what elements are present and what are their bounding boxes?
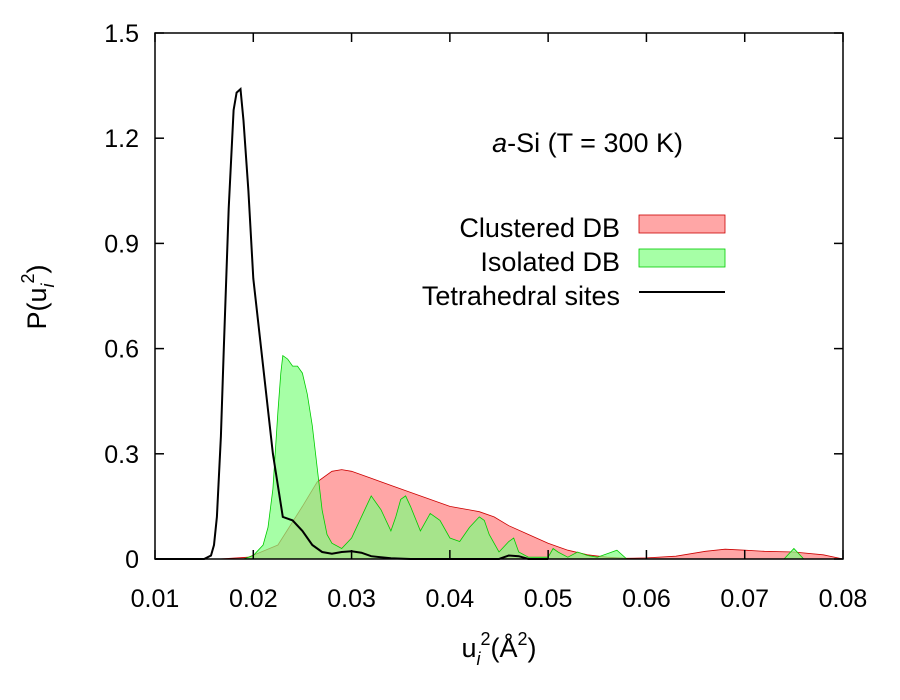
- series-layer: [155, 87, 844, 560]
- x-tick-label: 0.01: [131, 585, 180, 613]
- legend-label-clustered-db: Clustered DB: [459, 213, 620, 243]
- legend-swatch-isolated-db: [638, 248, 726, 268]
- x-tick-label: 0.03: [327, 585, 376, 613]
- x-axis-title: ui2(Å2): [461, 629, 536, 669]
- y-tick-label: 0.9: [104, 230, 139, 258]
- series-isolated-db-area: [243, 354, 805, 560]
- ticks: [154, 32, 844, 560]
- legend-label-tetrahedral-sites: Tetrahedral sites: [422, 281, 620, 311]
- x-tick-label: 0.02: [229, 585, 278, 613]
- x-tick-label: 0.08: [819, 585, 868, 613]
- y-tick-label: 0.6: [104, 336, 139, 364]
- legend-label-isolated-db: Isolated DB: [480, 247, 620, 277]
- y-tick-label: 1.2: [104, 125, 139, 153]
- legend-swatch-clustered-db: [638, 214, 726, 234]
- x-tick-label: 0.04: [426, 585, 475, 613]
- y-axis-title: P(ui2): [18, 264, 58, 329]
- x-tick-label: 0.07: [720, 585, 769, 613]
- tick-labels: 0.01 0.02 0.03 0.04 0.05 0.06 0.07 0.08 0 0.3 0.6 0…: [104, 20, 867, 613]
- x-tick-label: 0.06: [622, 585, 671, 613]
- legend: Clustered DB Isolated DB Tetrahedral sit…: [422, 213, 726, 311]
- y-tick-label: 0.3: [104, 441, 139, 469]
- annotation-text: a-Si (T = 300 K): [492, 128, 683, 158]
- y-tick-label: 0: [125, 546, 139, 574]
- y-tick-label: 1.5: [104, 20, 139, 48]
- plot-frame: [154, 32, 844, 560]
- x-tick-label: 0.05: [524, 585, 573, 613]
